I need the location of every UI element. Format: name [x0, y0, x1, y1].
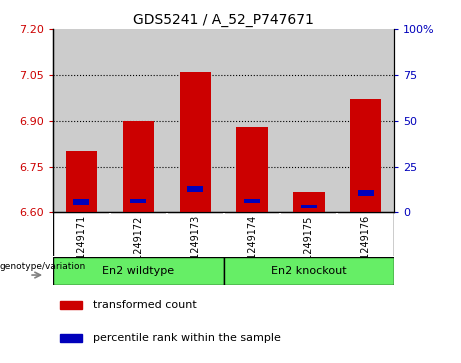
- Bar: [293, 192, 325, 212]
- Bar: [53, 29, 110, 212]
- Bar: [358, 190, 374, 196]
- Bar: [110, 29, 167, 212]
- Bar: [179, 72, 211, 212]
- Text: transformed count: transformed count: [93, 300, 196, 310]
- Bar: [337, 29, 394, 212]
- Bar: [236, 127, 268, 212]
- Bar: [167, 29, 224, 212]
- Text: percentile rank within the sample: percentile rank within the sample: [93, 333, 280, 343]
- Text: GSM1249173: GSM1249173: [190, 215, 200, 281]
- Text: GSM1249174: GSM1249174: [247, 215, 257, 281]
- Bar: [224, 29, 280, 212]
- Text: genotype/variation: genotype/variation: [0, 262, 86, 271]
- Text: En2 knockout: En2 knockout: [271, 266, 347, 276]
- Bar: [73, 199, 89, 205]
- Bar: [53, 257, 224, 285]
- Bar: [130, 199, 146, 203]
- Bar: [66, 151, 97, 212]
- Text: GSM1249171: GSM1249171: [77, 215, 87, 281]
- Bar: [60, 334, 83, 342]
- Bar: [60, 301, 83, 309]
- Bar: [350, 99, 381, 212]
- Bar: [224, 257, 394, 285]
- Title: GDS5241 / A_52_P747671: GDS5241 / A_52_P747671: [133, 13, 314, 26]
- Bar: [187, 186, 203, 192]
- Bar: [280, 29, 337, 212]
- Text: GSM1249176: GSM1249176: [361, 215, 371, 281]
- Bar: [123, 121, 154, 212]
- Text: GSM1249172: GSM1249172: [133, 215, 143, 281]
- Bar: [301, 205, 317, 208]
- Bar: [244, 199, 260, 203]
- Text: En2 wildtype: En2 wildtype: [102, 266, 174, 276]
- Text: GSM1249175: GSM1249175: [304, 215, 314, 281]
